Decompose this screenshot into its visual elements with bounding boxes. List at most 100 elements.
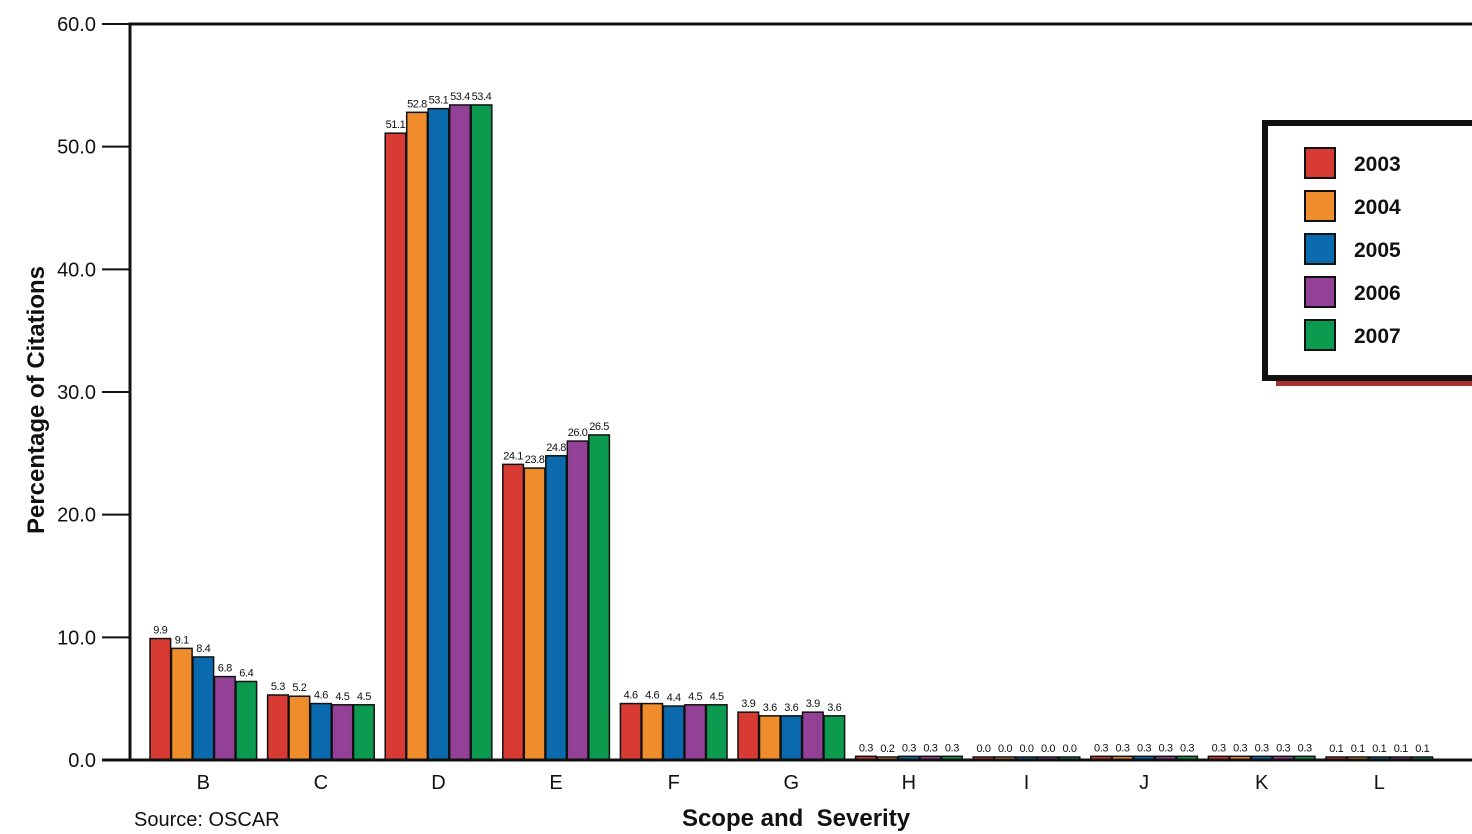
data-label-G-2003: 3.9 [741, 698, 755, 710]
bar-C-2006 [331, 704, 354, 761]
x-axis: B C D E F G H I J K L [197, 772, 1385, 794]
legend-label-2003: 2003 [1354, 153, 1401, 176]
data-label-I-2003: 0.0 [976, 743, 990, 755]
bar-F-2003 [619, 702, 642, 761]
bar-C-2005 [309, 702, 332, 761]
data-label-J-2005: 0.3 [1137, 742, 1151, 754]
data-label-G-2007: 3.6 [827, 702, 841, 714]
x-tick-label: I [1024, 772, 1030, 794]
data-label-L-2004: 0.1 [1351, 743, 1365, 755]
data-label-L-2007: 0.1 [1415, 743, 1429, 755]
bar-C-2003 [266, 694, 289, 761]
data-label-J-2003: 0.3 [1094, 742, 1108, 754]
bar-B-2005 [192, 656, 215, 761]
data-label-B-2004: 9.1 [175, 634, 189, 646]
data-label-F-2004: 4.6 [645, 690, 659, 702]
data-label-H-2003: 0.3 [859, 742, 873, 754]
bar-E-2006 [566, 440, 589, 761]
bar-G-2004 [758, 715, 781, 761]
y-tick-label: 40.0 [57, 259, 96, 281]
y-tick-label: 20.0 [57, 505, 96, 527]
data-label-F-2005: 4.4 [667, 692, 681, 704]
x-axis-title: Scope and Severity [682, 805, 911, 832]
data-label-D-2004: 52.8 [407, 98, 427, 110]
bar-B-2004 [170, 647, 193, 761]
data-label-C-2006: 4.5 [335, 691, 349, 703]
data-label-K-2005: 0.3 [1255, 742, 1269, 754]
x-tick-label: H [902, 772, 916, 794]
data-label-K-2004: 0.3 [1233, 742, 1247, 754]
data-label-J-2004: 0.3 [1116, 742, 1130, 754]
data-label-F-2007: 4.5 [710, 691, 724, 703]
data-label-L-2005: 0.1 [1372, 743, 1386, 755]
bar-F-2005 [662, 705, 685, 761]
bar-D-2003 [384, 132, 407, 761]
legend-label-2004: 2004 [1354, 196, 1401, 219]
y-axis: 0.0 10.0 20.0 30.0 40.0 50.0 60.0 [57, 14, 130, 772]
y-tick-label: 0.0 [68, 750, 96, 772]
data-label-J-2007: 0.3 [1180, 742, 1194, 754]
data-label-C-2007: 4.5 [357, 691, 371, 703]
legend-label-2007: 2007 [1354, 325, 1401, 348]
y-tick-label: 50.0 [57, 137, 96, 159]
data-label-D-2007: 53.4 [472, 91, 492, 103]
source-note: Source: OSCAR [134, 809, 280, 831]
x-tick-label: F [668, 772, 680, 794]
data-label-H-2005: 0.3 [902, 742, 916, 754]
bar-F-2006 [684, 704, 707, 761]
bar-D-2006 [448, 104, 472, 761]
bar-E-2005 [545, 455, 568, 761]
legend-label-2006: 2006 [1354, 282, 1401, 305]
bar-D-2004 [405, 111, 429, 761]
x-tick-label: J [1139, 772, 1149, 794]
data-label-G-2005: 3.6 [784, 702, 798, 714]
bar-E-2004 [523, 467, 546, 761]
data-label-E-2006: 26.0 [568, 427, 588, 439]
bars: 9.99.18.46.8 6.45.3 5.24.6 4.5 4.551.152.8 53… [149, 91, 1434, 761]
bar-C-2007 [352, 704, 375, 761]
x-tick-label: G [784, 772, 800, 794]
x-tick-label: E [549, 772, 562, 794]
x-tick-label: L [1374, 772, 1385, 794]
data-label-F-2003: 4.6 [624, 690, 638, 702]
x-tick-label: B [197, 772, 210, 794]
data-label-I-2004: 0.0 [998, 743, 1012, 755]
data-label-B-2007: 6.4 [239, 667, 253, 679]
data-label-L-2003: 0.1 [1329, 743, 1343, 755]
data-label-J-2006: 0.3 [1159, 742, 1173, 754]
bar-F-2007 [705, 704, 728, 761]
legend-box [1262, 120, 1472, 381]
data-label-B-2006: 6.8 [218, 663, 232, 675]
legend-swatch-2006 [1304, 276, 1336, 308]
y-axis-title: Percentage of Citations [23, 266, 50, 534]
bar-B-2003 [149, 637, 172, 761]
bar-C-2004 [288, 695, 311, 761]
data-label-L-2006: 0.1 [1394, 743, 1408, 755]
data-label-H-2006: 0.3 [923, 742, 937, 754]
data-label-D-2006: 53.4 [450, 91, 470, 103]
bar-G-2007 [823, 715, 846, 761]
bar-F-2004 [641, 702, 664, 761]
legend-swatch-2007 [1304, 319, 1336, 351]
bar-E-2007 [588, 434, 611, 761]
x-tick-label: D [431, 772, 445, 794]
data-label-E-2004: 23.8 [525, 454, 545, 466]
data-label-I-2005: 0.0 [1019, 743, 1033, 755]
y-tick-label: 60.0 [57, 14, 96, 36]
y-tick-label: 30.0 [57, 382, 96, 404]
data-label-G-2004: 3.6 [763, 702, 777, 714]
bar-B-2006 [213, 675, 236, 761]
legend-swatch-2004 [1304, 190, 1336, 222]
x-tick-label: C [314, 772, 328, 794]
bar-E-2003 [502, 463, 525, 761]
data-label-D-2005: 53.1 [429, 95, 449, 107]
bar-G-2003 [737, 711, 760, 761]
legend-swatch-2005 [1304, 233, 1336, 265]
data-label-K-2006: 0.3 [1276, 742, 1290, 754]
data-label-C-2005: 4.6 [314, 690, 328, 702]
legend-items: 2003 2004 2005 2006 2007 [1304, 147, 1401, 351]
data-label-K-2003: 0.3 [1212, 742, 1226, 754]
legend-label-2005: 2005 [1354, 239, 1401, 262]
data-label-F-2006: 4.5 [688, 691, 702, 703]
